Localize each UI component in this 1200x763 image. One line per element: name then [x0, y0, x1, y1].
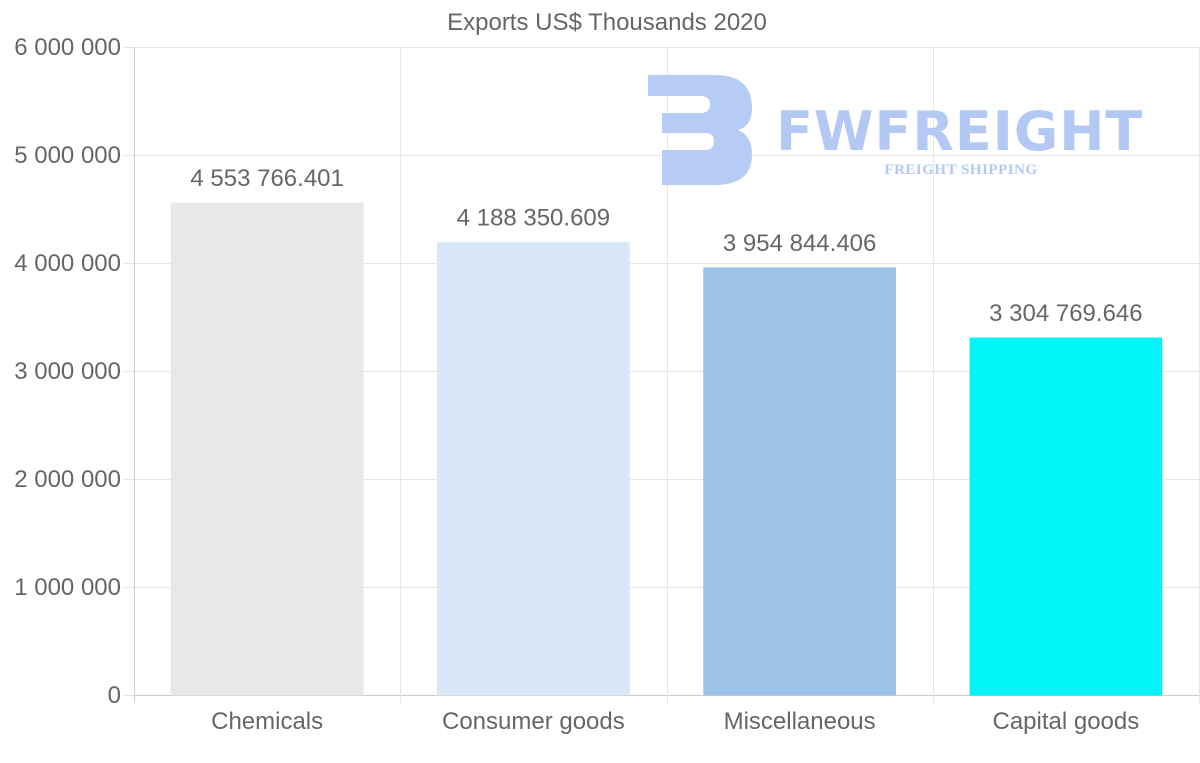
bar-value-label: 4 188 350.609 [457, 205, 610, 232]
fwfreight-logo-icon [648, 75, 752, 185]
x-tick-label: Capital goods [992, 708, 1139, 735]
y-tick-label: 4 000 000 [14, 250, 121, 277]
watermark-tagline: FREIGHT SHIPPING [884, 162, 1037, 178]
watermark-brand: FWFREIGHT [776, 100, 1143, 163]
bar-capital-goods[interactable] [969, 337, 1163, 696]
bar-value-label: 3 304 769.646 [989, 300, 1142, 327]
y-tick-label: 5 000 000 [14, 142, 121, 169]
x-tick-label: Miscellaneous [724, 708, 876, 735]
y-tick-label: 1 000 000 [14, 574, 121, 601]
y-tick-label: 0 [108, 682, 121, 709]
y-tick-label: 3 000 000 [14, 358, 121, 385]
bar-miscellaneous[interactable] [703, 267, 896, 696]
bar-value-label: 4 553 766.401 [190, 165, 343, 192]
x-tick-label: Consumer goods [442, 708, 625, 735]
x-tick-label: Chemicals [211, 708, 323, 735]
bar-chemicals[interactable] [170, 202, 364, 696]
watermark: FWFREIGHT FREIGHT SHIPPING [648, 75, 1143, 185]
bars [170, 202, 1163, 696]
bar-value-label: 3 954 844.406 [723, 230, 876, 257]
bar-consumer-goods[interactable] [437, 242, 630, 696]
labels: 0 1 000 000 2 000 000 3 000 000 4 000 000 5 0… [14, 34, 1142, 735]
y-tick-label: 2 000 000 [14, 466, 121, 493]
y-tick-label: 6 000 000 [14, 34, 121, 61]
chart-title: Exports US$ Thousands 2020 [447, 9, 767, 36]
